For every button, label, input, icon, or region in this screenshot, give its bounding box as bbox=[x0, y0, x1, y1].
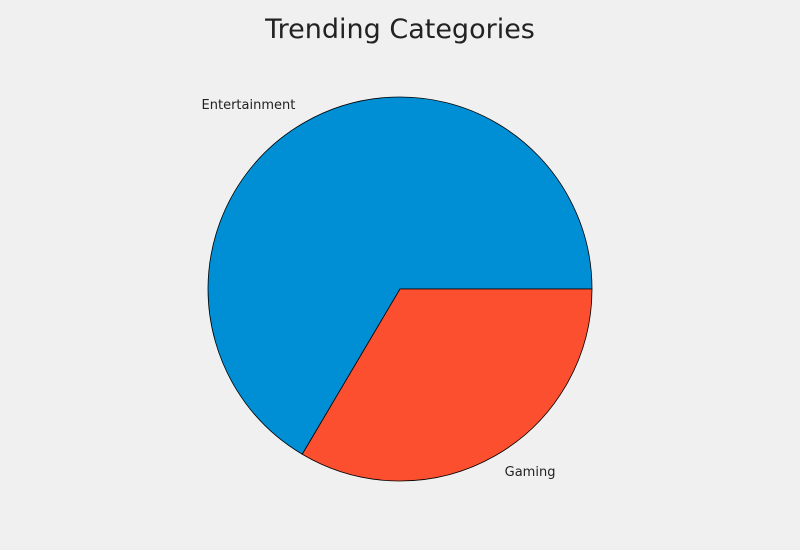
pie-label-entertainment: Entertainment bbox=[202, 98, 296, 113]
pie-label-gaming: Gaming bbox=[505, 465, 556, 480]
pie-labels: Entertainment Gaming bbox=[202, 98, 556, 480]
pie-slice-gaming bbox=[301, 288, 593, 482]
chart-title: Trending Categories bbox=[265, 14, 535, 45]
pie-slice-entertainment bbox=[207, 96, 593, 455]
pie-slices bbox=[207, 96, 593, 482]
